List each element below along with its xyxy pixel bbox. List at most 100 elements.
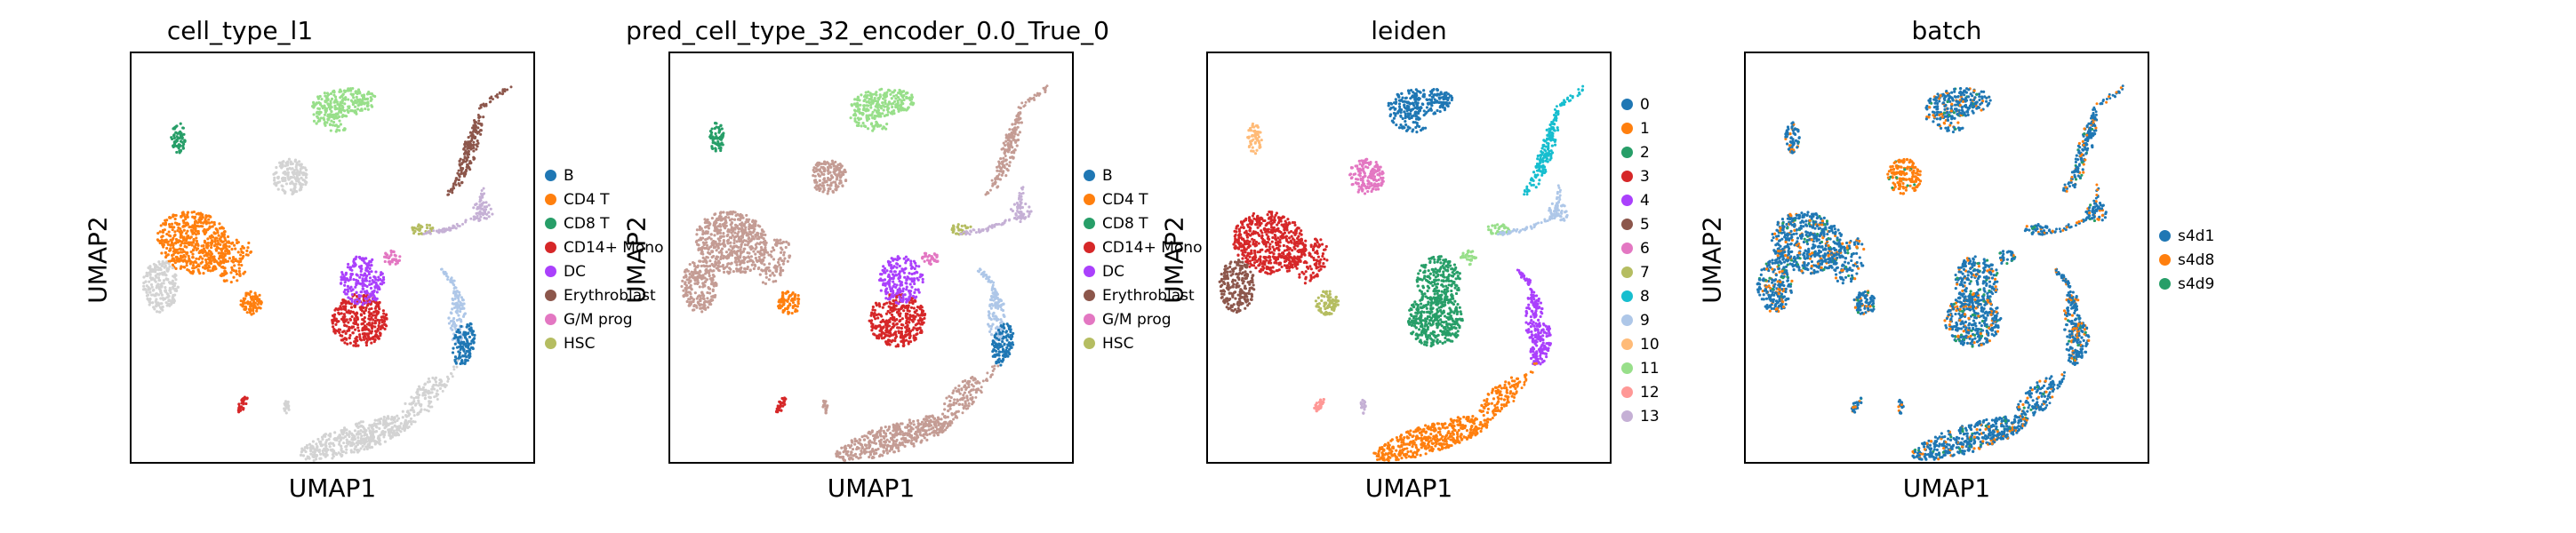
- cell-point: [705, 260, 708, 264]
- cell-point: [392, 429, 396, 433]
- cell-point: [472, 157, 476, 161]
- cell-point: [181, 147, 185, 150]
- cell-point: [183, 215, 187, 219]
- cell-point: [196, 221, 200, 225]
- cell-point: [170, 222, 174, 226]
- cell-point: [754, 224, 757, 227]
- cell-point: [273, 182, 276, 186]
- cell-point: [360, 434, 364, 438]
- cell-point: [320, 97, 324, 101]
- cell-point: [828, 187, 832, 191]
- cell-point: [779, 266, 782, 270]
- cell-point: [356, 326, 360, 330]
- cell-point: [862, 104, 866, 107]
- trajectory-point: [474, 120, 477, 123]
- cell-point: [875, 121, 879, 125]
- cell-point: [680, 284, 684, 289]
- cell-point: [351, 264, 355, 267]
- cell-point: [726, 262, 730, 266]
- cell-point: [321, 449, 324, 453]
- cell-point: [338, 119, 341, 123]
- cell-point: [365, 338, 369, 342]
- cell-point: [824, 179, 828, 183]
- cell-point: [148, 290, 152, 294]
- cell-point: [368, 429, 372, 433]
- cell-point: [230, 267, 234, 272]
- cluster-c3: [812, 159, 848, 195]
- cell-point: [471, 144, 475, 147]
- cell-point: [472, 341, 476, 345]
- cell-point: [158, 241, 162, 245]
- cell-point: [295, 174, 299, 178]
- cell-point: [367, 272, 372, 276]
- cell-point: [780, 305, 784, 308]
- cell-point: [305, 443, 309, 448]
- cell-point: [875, 102, 879, 106]
- cell-point: [212, 235, 215, 239]
- cell-point: [742, 223, 746, 227]
- legend: B CD4 T CD8 T CD14+ Mono DC Erythroblast G/M p…: [545, 163, 663, 355]
- cell-point: [864, 91, 868, 94]
- cell-point: [210, 252, 213, 256]
- legend-item: B: [545, 163, 663, 187]
- cell-point: [179, 251, 182, 254]
- cell-point: [356, 344, 360, 347]
- cell-point: [462, 152, 467, 155]
- cell-point: [326, 102, 330, 106]
- cell-point: [325, 453, 329, 457]
- cell-point: [251, 295, 255, 298]
- cell-point: [361, 322, 365, 325]
- cell-point: [322, 116, 325, 120]
- cell-point: [861, 107, 866, 112]
- cell-point: [900, 334, 904, 338]
- cell-point: [333, 331, 337, 335]
- cell-point: [703, 306, 708, 310]
- cell-point: [195, 260, 198, 265]
- cell-point: [333, 95, 338, 99]
- cell-point: [159, 297, 163, 300]
- cell-point: [740, 221, 744, 225]
- cell-point: [388, 262, 392, 266]
- cell-point: [893, 339, 897, 343]
- cell-point: [349, 92, 353, 96]
- cell-point: [237, 406, 241, 410]
- legend-item: HSC: [545, 331, 663, 355]
- cell-point: [370, 306, 373, 310]
- cell-point: [205, 214, 209, 218]
- cell-point: [336, 102, 340, 106]
- cell-point: [708, 274, 711, 278]
- cell-point: [351, 434, 356, 437]
- cell-point: [364, 279, 369, 282]
- cell-point: [296, 169, 300, 173]
- trajectory-point: [456, 303, 460, 306]
- cell-point: [163, 238, 167, 243]
- cell-point: [189, 250, 193, 254]
- cell-point: [837, 181, 842, 186]
- cell-point: [459, 157, 462, 161]
- cell-point: [334, 322, 338, 326]
- cell-point: [732, 235, 737, 239]
- cell-point: [908, 96, 912, 99]
- cell-point: [347, 98, 350, 101]
- cell-point: [276, 177, 280, 180]
- cell-point: [304, 446, 308, 449]
- cell-point: [908, 98, 912, 102]
- cell-point: [198, 219, 202, 223]
- trajectory-point: [433, 395, 436, 399]
- cell-point: [202, 272, 205, 275]
- cell-point: [217, 257, 221, 260]
- cell-point: [434, 380, 438, 384]
- cell-point: [343, 283, 347, 287]
- cell-point: [768, 262, 772, 266]
- cell-point: [697, 248, 700, 251]
- cell-point: [212, 223, 216, 227]
- cell-point: [749, 227, 753, 230]
- cluster-c6: [239, 290, 263, 316]
- cell-point: [332, 120, 336, 124]
- cell-point: [693, 267, 697, 272]
- cell-point: [883, 91, 886, 95]
- cell-point: [208, 257, 212, 261]
- cell-point: [173, 230, 177, 234]
- cell-point: [894, 298, 898, 302]
- cell-point: [315, 122, 318, 125]
